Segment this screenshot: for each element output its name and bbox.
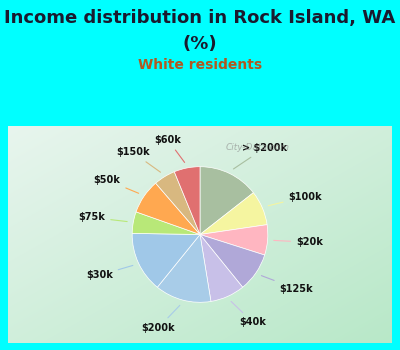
Wedge shape bbox=[157, 234, 211, 302]
Text: $100k: $100k bbox=[268, 191, 322, 206]
Wedge shape bbox=[200, 234, 265, 287]
Wedge shape bbox=[200, 225, 268, 255]
Text: $200k: $200k bbox=[142, 305, 180, 332]
Wedge shape bbox=[200, 167, 254, 234]
Wedge shape bbox=[136, 183, 200, 235]
Text: $150k: $150k bbox=[116, 147, 160, 172]
Text: $20k: $20k bbox=[274, 237, 323, 247]
Wedge shape bbox=[132, 233, 200, 287]
Text: > $200k: > $200k bbox=[234, 143, 287, 169]
Text: $40k: $40k bbox=[231, 301, 266, 327]
Text: (%): (%) bbox=[183, 35, 217, 53]
Text: $30k: $30k bbox=[86, 265, 133, 280]
Text: $50k: $50k bbox=[94, 175, 139, 193]
Text: $75k: $75k bbox=[78, 212, 127, 223]
Wedge shape bbox=[174, 167, 200, 234]
Wedge shape bbox=[132, 212, 200, 235]
Wedge shape bbox=[200, 234, 243, 301]
Text: Income distribution in Rock Island, WA: Income distribution in Rock Island, WA bbox=[4, 9, 396, 27]
Wedge shape bbox=[200, 193, 267, 235]
Wedge shape bbox=[156, 172, 200, 234]
Text: White residents: White residents bbox=[138, 58, 262, 72]
Text: $125k: $125k bbox=[261, 276, 313, 294]
Text: City-Data.com: City-Data.com bbox=[226, 144, 290, 152]
Text: $60k: $60k bbox=[154, 135, 184, 162]
